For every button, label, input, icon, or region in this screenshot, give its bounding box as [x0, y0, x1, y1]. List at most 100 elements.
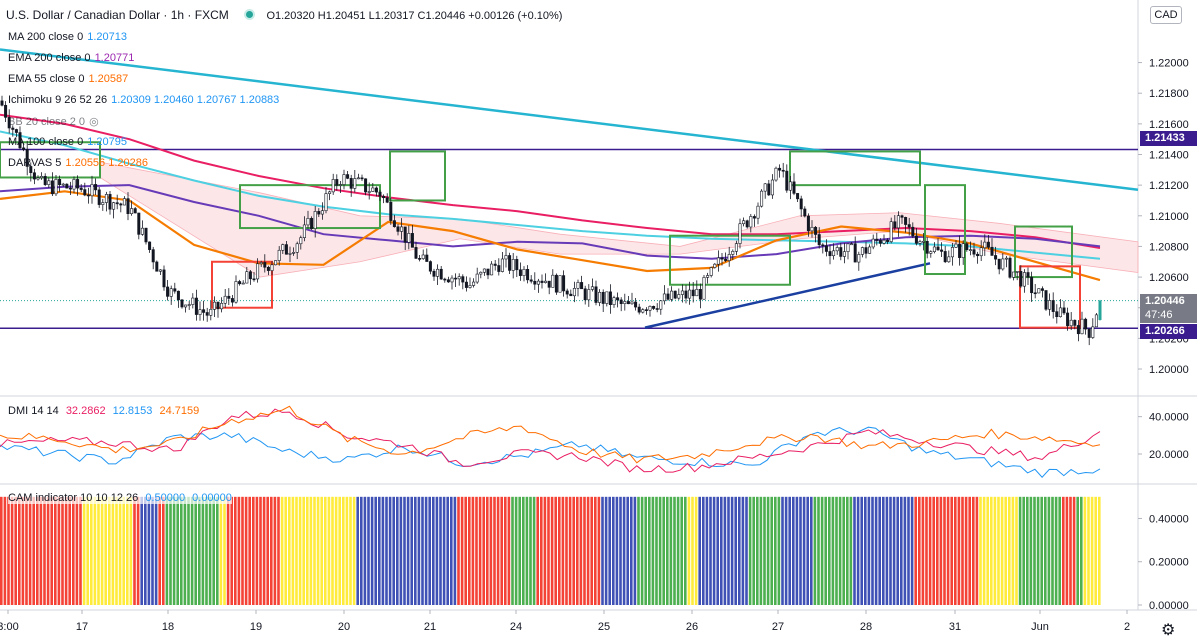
- candle-body: [976, 253, 980, 257]
- cam-bar: [680, 496, 683, 605]
- candle-body: [378, 191, 382, 197]
- indicator-row[interactable]: EMA 55 close 0 1.20587: [8, 73, 128, 85]
- candle-body: [299, 237, 303, 245]
- candle-body: [918, 241, 922, 244]
- candle-body: [454, 277, 458, 280]
- symbol-title[interactable]: U.S. Dollar / Canadian Dollar · 1h · FXC…: [6, 8, 229, 22]
- cam-bar: [7, 496, 10, 605]
- cam-bar: [64, 496, 68, 605]
- cam-bar: [777, 496, 781, 605]
- indicator-row[interactable]: MA 100 close 0 1.20795: [8, 136, 127, 148]
- candle-body: [796, 193, 800, 200]
- candle-body: [1015, 271, 1019, 273]
- cam-bar: [306, 496, 309, 605]
- cam-bar: [43, 496, 46, 605]
- cam-bar: [604, 496, 608, 605]
- cam-bar: [579, 496, 583, 605]
- hidden-eye-icon[interactable]: ◎: [89, 116, 99, 128]
- candle-body: [619, 299, 623, 305]
- candle-body: [522, 268, 526, 276]
- cam-bar: [511, 496, 514, 605]
- candle-body: [40, 176, 44, 179]
- cam-bar: [784, 496, 788, 605]
- darvas-box: [789, 150, 921, 187]
- indicator-row[interactable]: EMA 200 close 0 1.20771: [8, 52, 134, 64]
- cam-bar: [633, 496, 637, 605]
- candle-body: [745, 220, 749, 228]
- settings-gear-icon[interactable]: ⚙: [1161, 622, 1176, 639]
- indicator-row[interactable]: BB 20 close 2 0 ◎: [8, 115, 99, 128]
- cam-bar: [1062, 496, 1065, 605]
- cam-bar: [208, 496, 212, 605]
- cam-bar: [910, 496, 914, 605]
- cam-label[interactable]: CAM indicator 10 10 12 26: [8, 492, 139, 504]
- cam-bar: [46, 496, 50, 605]
- candle-body: [97, 189, 101, 205]
- cam-bar: [36, 496, 39, 605]
- candle-body: [590, 286, 594, 290]
- cam-bar: [900, 496, 903, 605]
- candle-body: [234, 281, 238, 303]
- candle-body: [677, 294, 681, 299]
- candle-body: [198, 309, 202, 315]
- cam-bar: [129, 496, 133, 605]
- time-tick-label: 25: [598, 621, 610, 633]
- candle-body: [14, 129, 18, 133]
- indicator-value: 1.20556 1.20286: [65, 157, 148, 169]
- candle-body: [252, 278, 256, 281]
- candle-body: [1012, 271, 1016, 278]
- candle-body: [72, 179, 76, 190]
- indicator-row[interactable]: DARVAS 5 1.20556 1.20286: [8, 157, 148, 169]
- cam-bar: [136, 496, 140, 605]
- candle-body: [29, 166, 33, 174]
- cam-bar: [435, 496, 439, 605]
- candle-body: [824, 245, 828, 252]
- dmi-label[interactable]: DMI 14 14: [8, 405, 59, 417]
- candle-body: [479, 271, 483, 275]
- candle-body: [76, 179, 80, 189]
- candle-body: [493, 263, 497, 266]
- cam-bar: [489, 496, 493, 605]
- cam-bar: [673, 496, 676, 605]
- candle-body: [140, 227, 144, 235]
- candle-body: [752, 216, 756, 219]
- candle-body: [486, 268, 490, 276]
- candle-body: [313, 211, 317, 229]
- cam-bar: [187, 496, 190, 605]
- cam-bar: [115, 496, 118, 605]
- cam-bar: [1011, 496, 1015, 605]
- candle-body: [22, 147, 26, 150]
- cam-bar: [626, 496, 629, 605]
- candle-body: [284, 244, 288, 255]
- cam-bar: [255, 496, 259, 605]
- cam-tick-label: 0.40000: [1149, 513, 1189, 525]
- cam-bar: [561, 496, 565, 605]
- candle-body: [936, 246, 940, 251]
- darvas-box: [211, 260, 273, 309]
- candle-body: [630, 301, 634, 305]
- cam-bar: [842, 496, 845, 605]
- candle-body: [943, 251, 947, 263]
- cam-bar: [871, 496, 874, 605]
- candle-body: [184, 304, 188, 308]
- darvas-box: [239, 184, 381, 230]
- cam-bar: [381, 496, 385, 605]
- cam-bar: [536, 496, 539, 605]
- cam-bar: [774, 496, 777, 605]
- candle-body: [349, 178, 353, 189]
- currency-button[interactable]: CAD: [1150, 6, 1182, 24]
- dmi-tick-label: 20.0000: [1149, 449, 1189, 461]
- candle-body: [202, 309, 206, 313]
- candle-body: [954, 243, 958, 248]
- candle-body: [281, 244, 285, 251]
- candle-body: [911, 226, 915, 237]
- cam-bar: [133, 496, 136, 605]
- indicator-row[interactable]: MA 200 close 0 1.20713: [8, 31, 127, 43]
- candle-body: [979, 247, 983, 257]
- cam-bar: [421, 496, 424, 605]
- candle-body: [893, 221, 897, 229]
- time-tick-label: 17: [76, 621, 88, 633]
- indicator-row[interactable]: Ichimoku 9 26 52 26 1.20309 1.20460 1.207…: [8, 94, 279, 106]
- cam-bar: [190, 496, 194, 605]
